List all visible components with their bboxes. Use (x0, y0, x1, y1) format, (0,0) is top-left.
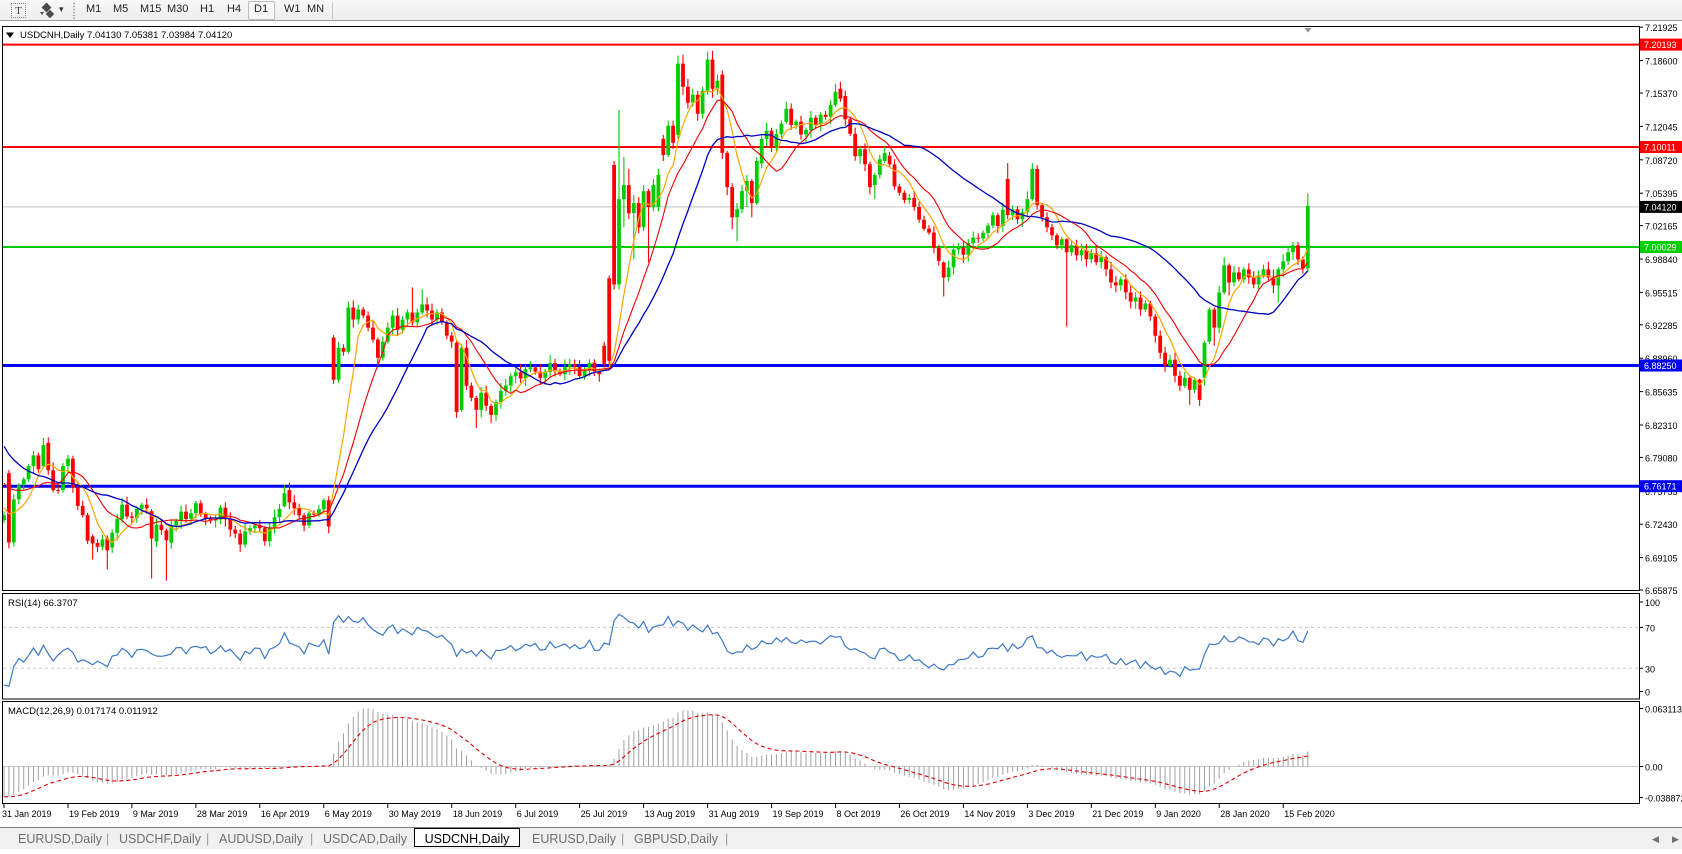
svg-text:RSI(14) 66.3707: RSI(14) 66.3707 (8, 598, 78, 609)
svg-text:16 Apr 2019: 16 Apr 2019 (261, 809, 310, 819)
svg-text:14 Nov 2019: 14 Nov 2019 (964, 809, 1015, 819)
svg-text:6.65875: 6.65875 (1645, 586, 1678, 596)
svg-text:3 Dec 2019: 3 Dec 2019 (1028, 809, 1074, 819)
svg-text:15 Feb 2020: 15 Feb 2020 (1284, 809, 1335, 819)
svg-text:31 Jan 2019: 31 Jan 2019 (2, 809, 52, 819)
svg-text:18 Jun 2019: 18 Jun 2019 (453, 809, 503, 819)
svg-text:28 Jan 2020: 28 Jan 2020 (1220, 809, 1270, 819)
svg-text:MACD(12,26,9) 0.017174 0.01191: MACD(12,26,9) 0.017174 0.011912 (8, 706, 158, 717)
svg-text:7.08720: 7.08720 (1645, 156, 1678, 166)
svg-text:0.00: 0.00 (1645, 763, 1663, 773)
svg-text:USDCNH,Daily 7.04130 7.05381: USDCNH,Daily 7.04130 7.05381 7.03984 7.0… (20, 30, 232, 41)
svg-text:19 Feb 2019: 19 Feb 2019 (69, 809, 120, 819)
svg-text:30 May 2019: 30 May 2019 (389, 809, 441, 819)
svg-text:-0.038872: -0.038872 (1645, 794, 1682, 804)
svg-text:6.88960: 6.88960 (1645, 354, 1678, 364)
svg-text:7.04120: 7.04120 (1644, 202, 1677, 212)
svg-text:6.88250: 6.88250 (1644, 361, 1677, 371)
svg-text:6 Jul 2019: 6 Jul 2019 (517, 809, 559, 819)
svg-text:19 Sep 2019: 19 Sep 2019 (773, 809, 824, 819)
svg-text:9 Mar 2019: 9 Mar 2019 (133, 809, 179, 819)
svg-text:0.063113: 0.063113 (1645, 705, 1682, 715)
svg-text:6.69105: 6.69105 (1645, 554, 1678, 564)
svg-text:0: 0 (1645, 688, 1650, 698)
svg-text:6.79080: 6.79080 (1645, 453, 1678, 463)
svg-text:21 Dec 2019: 21 Dec 2019 (1092, 809, 1143, 819)
svg-text:7.12045: 7.12045 (1645, 122, 1678, 132)
svg-text:7.10011: 7.10011 (1644, 143, 1676, 153)
svg-text:6.82310: 6.82310 (1645, 421, 1678, 431)
svg-text:13 Aug 2019: 13 Aug 2019 (645, 809, 696, 819)
svg-text:30: 30 (1645, 664, 1655, 674)
svg-text:6 May 2019: 6 May 2019 (325, 809, 372, 819)
svg-text:7.15370: 7.15370 (1645, 89, 1678, 99)
svg-text:7.21925: 7.21925 (1645, 23, 1678, 33)
svg-text:70: 70 (1645, 623, 1655, 633)
svg-text:25 Jul 2019: 25 Jul 2019 (581, 809, 628, 819)
svg-text:6.85635: 6.85635 (1645, 388, 1678, 398)
svg-text:6.95515: 6.95515 (1645, 288, 1678, 298)
svg-text:28 Mar 2019: 28 Mar 2019 (197, 809, 248, 819)
svg-text:6.72430: 6.72430 (1645, 520, 1678, 530)
svg-text:7.00029: 7.00029 (1644, 243, 1677, 253)
svg-text:7.18600: 7.18600 (1645, 57, 1678, 67)
svg-text:6.76171: 6.76171 (1644, 482, 1677, 492)
svg-text:6.92285: 6.92285 (1645, 321, 1678, 331)
svg-text:100: 100 (1645, 598, 1660, 608)
svg-text:31 Aug 2019: 31 Aug 2019 (709, 809, 760, 819)
svg-text:26 Oct 2019: 26 Oct 2019 (900, 809, 949, 819)
svg-text:6.98840: 6.98840 (1645, 255, 1678, 265)
svg-text:7.05395: 7.05395 (1645, 189, 1678, 199)
svg-text:9 Jan 2020: 9 Jan 2020 (1156, 809, 1201, 819)
svg-text:8 Oct 2019: 8 Oct 2019 (837, 809, 881, 819)
svg-text:7.02165: 7.02165 (1645, 222, 1678, 232)
svg-text:7.20193: 7.20193 (1644, 40, 1677, 50)
